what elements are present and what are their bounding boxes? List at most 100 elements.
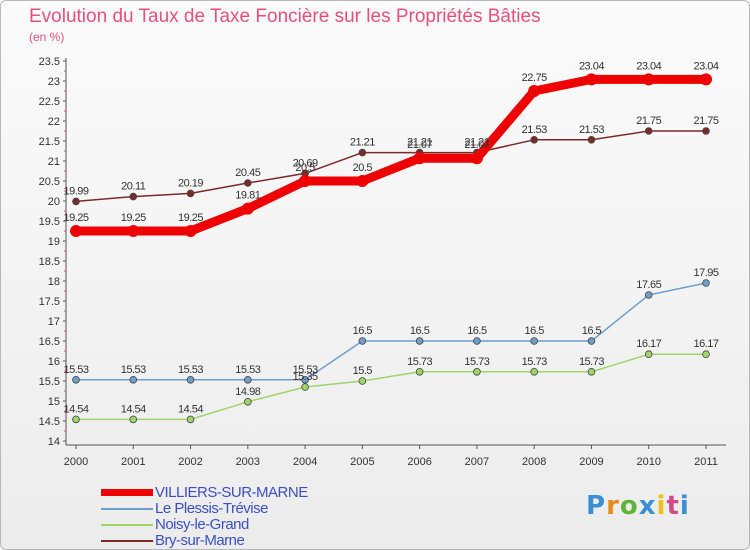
x-tick-label: 2004 — [293, 456, 317, 468]
data-point — [356, 175, 369, 187]
y-tick-label: 14 — [48, 436, 60, 448]
data-label: 21.07 — [407, 139, 432, 151]
y-tick-label: 14.5 — [39, 416, 60, 428]
data-label: 20.19 — [178, 177, 203, 189]
logo-letter: i — [679, 491, 690, 521]
x-tick-label: 2011 — [694, 456, 718, 468]
data-point — [241, 202, 254, 215]
data-label: 21.21 — [464, 137, 489, 149]
data-label: 19.25 — [121, 212, 146, 224]
y-tick-label: 18.5 — [39, 256, 60, 268]
data-label: 16.17 — [693, 338, 718, 350]
data-point — [530, 367, 538, 376]
logo-letter: i — [656, 491, 667, 521]
data-label: 16.5 — [353, 325, 373, 337]
x-tick-label: 2000 — [64, 456, 88, 468]
data-point — [413, 152, 426, 165]
data-point — [415, 337, 424, 345]
logo-letter: P — [586, 491, 607, 521]
data-label: 21.21 — [407, 137, 432, 149]
data-point — [72, 415, 80, 424]
data-label: 14.98 — [235, 386, 260, 398]
data-point — [358, 148, 367, 157]
y-tick-label: 22 — [48, 116, 60, 128]
data-label: 17.95 — [693, 267, 718, 279]
unit-label: (en %) — [29, 30, 65, 44]
axes: 14 14.5 15 15.5 16 16.5 17 17.5 18 18.5 19 19.5 20 20… — [39, 56, 726, 468]
x-tick-label: 2005 — [350, 456, 374, 468]
data-label: 16.5 — [524, 325, 544, 337]
data-point — [301, 375, 309, 384]
data-point — [702, 127, 710, 135]
data-label: 20.11 — [121, 181, 146, 193]
data-point — [72, 197, 80, 206]
data-point — [186, 189, 195, 198]
y-tick-label: 21 — [48, 156, 60, 168]
legend-label-plessis: Le Plessis-Trévise — [155, 500, 268, 517]
series-lines — [70, 73, 712, 424]
data-label: 15.35 — [293, 371, 318, 383]
data-label: 15.73 — [464, 356, 489, 368]
legend-label-bry: Bry-sur-Marne — [155, 532, 245, 549]
data-label: 14.54 — [121, 403, 146, 415]
data-point — [299, 175, 312, 187]
data-label: 19.99 — [63, 185, 88, 197]
y-tick-label: 15 — [48, 396, 60, 408]
x-tick-label: 2007 — [465, 456, 489, 468]
proxiti-logo: Proxiti — [586, 491, 690, 521]
x-tick-label: 2008 — [522, 456, 546, 468]
data-point — [530, 337, 538, 345]
y-tick-label: 21.5 — [39, 136, 60, 148]
x-tick-label: 2006 — [407, 456, 431, 468]
y-tick-label: 20 — [48, 196, 60, 208]
data-label: 15.53 — [293, 364, 318, 376]
data-point — [184, 225, 197, 237]
data-point — [528, 85, 541, 97]
data-point — [700, 73, 712, 86]
data-label: 20.5 — [353, 162, 373, 174]
data-label: 15.73 — [407, 356, 432, 368]
data-point — [244, 375, 252, 384]
y-tick-label: 20.5 — [39, 176, 60, 188]
data-point — [587, 136, 596, 144]
data-label: 15.53 — [63, 364, 88, 376]
data-point — [644, 350, 653, 359]
x-tick-label: 2010 — [636, 456, 660, 468]
data-label: 23.04 — [579, 60, 604, 72]
data-label: 19.81 — [235, 190, 260, 202]
legend-swatch-bry — [101, 540, 153, 542]
logo-letter: r — [606, 491, 620, 521]
data-point — [470, 152, 483, 165]
data-point — [587, 337, 596, 345]
data-point — [244, 179, 252, 187]
data-point — [186, 375, 195, 384]
data-label: 21.75 — [693, 115, 718, 127]
x-tick-label: 2003 — [236, 456, 260, 468]
data-point — [642, 73, 655, 86]
y-tick-label: 15.5 — [39, 376, 60, 388]
legend-label-villiers: VILLIERS-SUR-MARNE — [155, 484, 308, 501]
y-tick-label: 17 — [48, 316, 60, 328]
x-tick-label: 2002 — [178, 456, 202, 468]
data-label: 21.21 — [350, 137, 375, 149]
data-label: 20.69 — [293, 157, 318, 169]
y-tick-label: 22.5 — [39, 96, 60, 108]
data-point — [473, 367, 481, 376]
data-label: 21.75 — [636, 115, 661, 127]
data-labels: 19.99 20.11 20.19 20.45 20.69 21.21 21.21 21.21… — [63, 60, 719, 415]
data-label: 19.25 — [63, 212, 88, 224]
data-label: 16.17 — [636, 338, 661, 350]
y-tick-label: 16 — [48, 356, 60, 368]
data-label: 19.25 — [178, 212, 203, 224]
data-point — [530, 136, 538, 144]
data-point — [702, 350, 710, 359]
data-label: 15.53 — [178, 364, 203, 376]
data-point — [585, 73, 598, 86]
data-point — [129, 375, 138, 384]
logo-letter: t — [666, 491, 680, 521]
x-tick-label: 2001 — [121, 456, 145, 468]
data-label: 15.5 — [353, 365, 373, 377]
data-point — [127, 225, 140, 237]
